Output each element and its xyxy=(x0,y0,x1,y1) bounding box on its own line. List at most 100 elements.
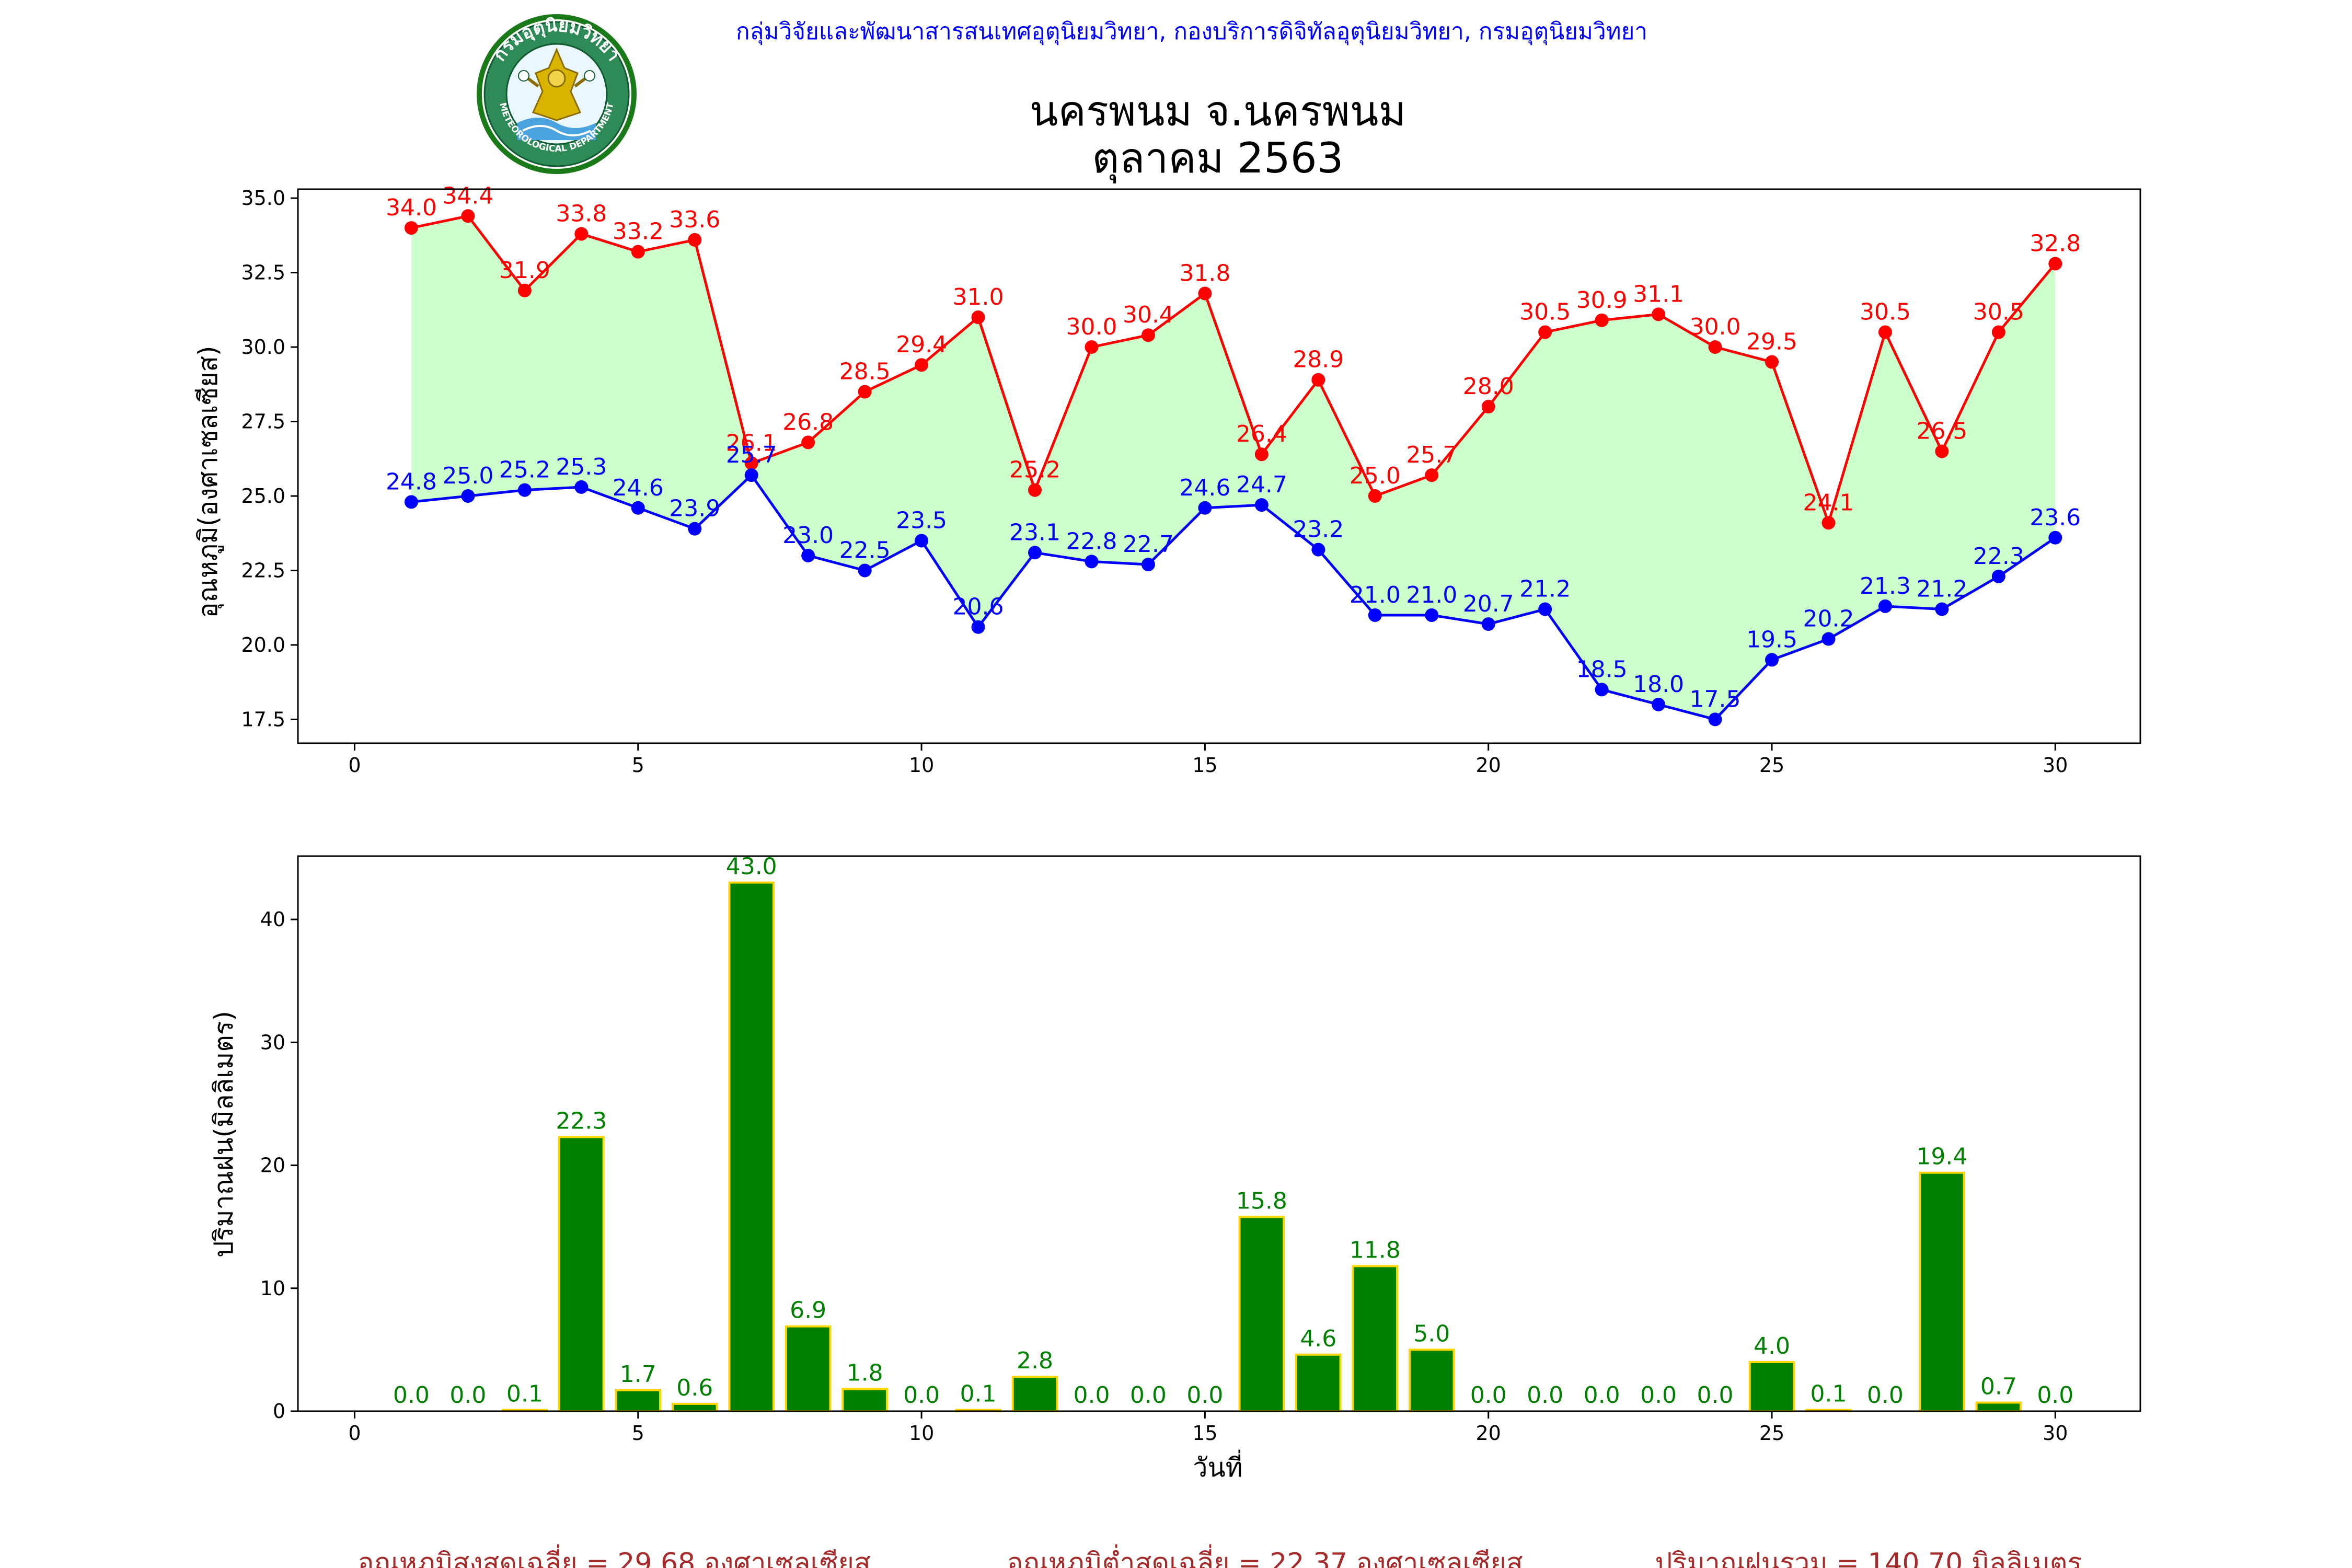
min-temperature-label: 18.0 xyxy=(1633,671,1684,698)
max-temperature-label: 26.4 xyxy=(1236,421,1287,447)
min-temperature-point xyxy=(1765,653,1779,667)
temperature-x-tick-label: 20 xyxy=(1476,754,1501,777)
min-temperature-label: 23.0 xyxy=(782,522,834,549)
rainfall-bar xyxy=(1975,1401,2022,1413)
rainfall-y-tick-label: 30 xyxy=(260,1031,285,1054)
min-temperature-point xyxy=(461,489,475,503)
rainfall-label: 0.0 xyxy=(1186,1382,1223,1409)
max-temperature-point xyxy=(688,233,702,247)
max-temperature-point xyxy=(915,358,929,372)
rainfall-label: 0.1 xyxy=(1810,1381,1847,1408)
max-temperature-point xyxy=(2048,257,2062,271)
rainfall-plot-frame xyxy=(297,855,2141,1412)
min-temperature-label: 20.7 xyxy=(1463,591,1514,617)
rainfall-axes: 0 5 10 15 20 25 30 0 10 20 30 40 xyxy=(260,855,2141,1445)
rainfall-bar xyxy=(728,881,775,1412)
rainfall-data-labels: 0.0 0.0 0.1 22.3 1.7 0.6 43.0 6.9 1.8 0.0 0.1 2.8 0.… xyxy=(393,854,2073,1409)
min-temperature-point xyxy=(1141,558,1155,572)
max-temperature-label: 31.8 xyxy=(1179,260,1230,286)
rainfall-label: 0.0 xyxy=(1867,1382,1904,1409)
max-temperature-label: 28.0 xyxy=(1463,373,1514,400)
min-temperature-label: 22.8 xyxy=(1066,528,1117,555)
rainfall-label: 0.0 xyxy=(1640,1382,1677,1409)
temperature-fill-area xyxy=(411,216,2056,720)
min-temperature-point xyxy=(1254,498,1269,512)
rainfall-x-tick-label: 0 xyxy=(348,1422,361,1445)
min-temperature-label: 20.6 xyxy=(953,594,1004,620)
max-temperature-point xyxy=(1652,307,1666,321)
rainfall-x-tick-label: 15 xyxy=(1192,1422,1217,1445)
min-temperature-point xyxy=(2048,531,2062,545)
max-temperature-point xyxy=(1425,468,1439,482)
max-temperature-point xyxy=(801,435,815,449)
rainfall-bar xyxy=(1352,1265,1399,1412)
max-temperature-label: 30.9 xyxy=(1576,287,1628,314)
temperature-y-axis-label: อุณหภูมิ(องศาเซลเซียส) xyxy=(193,345,224,618)
max-temperature-label: 30.5 xyxy=(1973,299,2024,326)
temperature-axes: 0 5 10 15 20 25 30 17.5 20.0 22.5 25.0 27.5 30.0 32.5… xyxy=(241,187,2141,777)
rainfall-label: 0.7 xyxy=(1980,1374,2017,1400)
max-temperature-point xyxy=(1821,516,1836,530)
average-max-temperature: อุณหภูมิสูงสุดเฉลี่ย = 29.68 องศาเซลเซีย… xyxy=(358,1544,871,1568)
rainfall-bar xyxy=(785,1325,832,1412)
min-temperature-point xyxy=(1198,501,1212,515)
rainfall-x-tick-label: 20 xyxy=(1476,1422,1501,1445)
average-min-temperature: อุณหภูมิต่ำสุดเฉลี่ย = 22.37 องศาเซลเซีย… xyxy=(1007,1544,1523,1568)
max-temperature-label: 26.1 xyxy=(726,430,777,456)
temperature-plot-frame xyxy=(297,188,2141,744)
min-temperature-point xyxy=(1311,543,1325,557)
max-temperature-point xyxy=(1254,447,1269,462)
temperature-chart: 34.0 34.4 31.9 33.833.2 33.6 26.126.828.529.4… xyxy=(193,182,2141,777)
max-temperature-point xyxy=(1991,325,2005,339)
rainfall-label: 19.4 xyxy=(1916,1144,1967,1170)
max-temperature-label: 30.4 xyxy=(1123,302,1174,328)
min-temperature-point xyxy=(574,480,589,494)
max-temperature-point xyxy=(1141,328,1155,342)
temperature-x-tick-label: 15 xyxy=(1192,754,1217,777)
min-temperature-point xyxy=(915,534,929,548)
rainfall-label: 1.8 xyxy=(847,1360,883,1387)
max-temperature-point xyxy=(1028,483,1042,497)
rainfall-label: 22.3 xyxy=(556,1108,607,1134)
min-temperature-point xyxy=(1595,683,1609,697)
rainfall-x-tick-label: 25 xyxy=(1759,1422,1784,1445)
rainfall-bar xyxy=(1295,1353,1342,1413)
min-temperature-point xyxy=(688,522,702,536)
min-temperature-point xyxy=(1028,546,1042,560)
min-temperature-point xyxy=(1425,608,1439,622)
rainfall-y-tick-label: 0 xyxy=(273,1400,285,1423)
temperature-y-tick-label: 35.0 xyxy=(241,187,285,210)
min-temperature-point xyxy=(1991,569,2005,583)
max-temperature-label: 24.1 xyxy=(1803,489,1854,516)
rainfall-x-axis-label: วันที่ xyxy=(1193,1450,1242,1483)
temperature-x-tick-label: 30 xyxy=(2043,754,2068,777)
agency-name: กลุ่มวิจัยและพัฒนาสารสนเทศอุตุนิยมวิทยา,… xyxy=(736,18,1647,45)
min-temperature-point xyxy=(971,620,985,634)
max-temperature-point xyxy=(1311,373,1325,387)
min-temperature-label: 22.3 xyxy=(1973,543,2024,570)
min-temperature-label: 24.7 xyxy=(1236,471,1287,498)
rainfall-bar xyxy=(1919,1171,1965,1413)
rainfall-label: 0.0 xyxy=(903,1382,940,1409)
min-temperature-point xyxy=(404,495,418,509)
max-temperature-point xyxy=(1765,355,1779,369)
temperature-x-tick-label: 0 xyxy=(348,754,361,777)
max-temperature-point xyxy=(517,283,532,297)
max-temperature-point xyxy=(744,456,758,470)
min-temperature-point xyxy=(631,501,645,515)
temperature-y-tick-label: 25.0 xyxy=(241,485,285,508)
rainfall-label: 4.0 xyxy=(1754,1333,1790,1359)
max-temperature-point xyxy=(1198,286,1212,301)
max-temperature-label: 33.8 xyxy=(556,200,607,227)
min-temperature-label: 19.5 xyxy=(1746,626,1797,653)
min-temperature-label: 21.0 xyxy=(1406,582,1457,608)
min-temperature-point xyxy=(1935,602,1949,616)
temperature-series xyxy=(404,209,2062,727)
max-temperature-point xyxy=(574,227,589,241)
rainfall-label: 43.0 xyxy=(726,854,777,880)
min-temperature-point xyxy=(1652,697,1666,711)
rainfall-label: 0.0 xyxy=(1527,1382,1563,1409)
min-temperature-label: 24.6 xyxy=(1179,475,1230,501)
